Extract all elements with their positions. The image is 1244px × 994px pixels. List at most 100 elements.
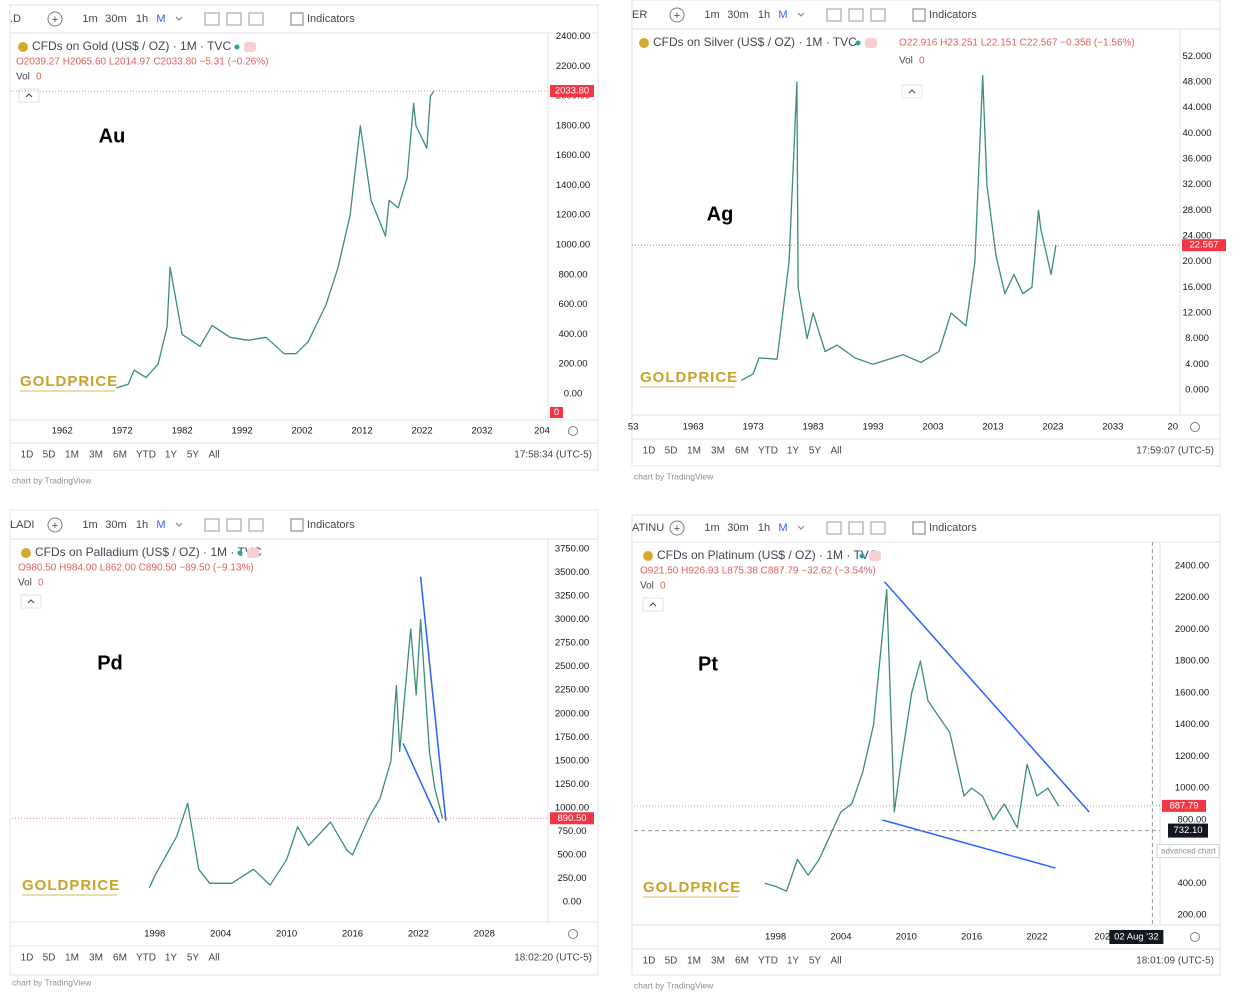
settings-icon[interactable] bbox=[568, 929, 578, 939]
range-button[interactable]: 1D bbox=[21, 953, 34, 964]
collapse-button[interactable] bbox=[642, 597, 664, 612]
range-button[interactable]: All bbox=[208, 450, 219, 461]
collapse-arrow[interactable] bbox=[25, 93, 33, 98]
toolbar-icon[interactable] bbox=[248, 12, 264, 26]
range-button[interactable]: 6M bbox=[113, 450, 127, 461]
footer[interactable]: chart by TradingView bbox=[12, 977, 92, 987]
range-button[interactable]: 1Y bbox=[787, 446, 800, 457]
range-button[interactable]: All bbox=[830, 956, 841, 967]
range-button[interactable]: 1Y bbox=[165, 450, 178, 461]
range-button[interactable]: 1Y bbox=[787, 956, 800, 967]
range-button[interactable]: 1Y bbox=[165, 953, 178, 964]
indicators-icon[interactable] bbox=[912, 8, 926, 22]
toolbar-icon[interactable] bbox=[826, 8, 842, 22]
range-button[interactable]: YTD bbox=[136, 450, 156, 461]
footer[interactable]: chart by TradingView bbox=[634, 980, 714, 990]
interval-button[interactable]: M bbox=[778, 522, 787, 534]
add-symbol[interactable] bbox=[669, 7, 685, 23]
add-symbol[interactable] bbox=[669, 520, 685, 536]
interval-button[interactable]: 30m bbox=[727, 9, 748, 21]
indicators-icon[interactable] bbox=[912, 521, 926, 535]
interval-button[interactable]: 1h bbox=[758, 522, 770, 534]
x-tick-label: 1998 bbox=[765, 932, 786, 943]
range-button[interactable]: All bbox=[830, 446, 841, 457]
interval-button[interactable]: 1m bbox=[704, 9, 719, 21]
toolbar-icon[interactable] bbox=[248, 518, 264, 532]
range-button[interactable]: 1D bbox=[643, 956, 656, 967]
interval-button[interactable]: M bbox=[156, 13, 165, 25]
range-button[interactable]: YTD bbox=[758, 446, 778, 457]
range-button[interactable]: All bbox=[208, 953, 219, 964]
interval-button[interactable]: 1h bbox=[758, 9, 770, 21]
interval-button[interactable]: M bbox=[778, 9, 787, 21]
interval-button[interactable]: 1h bbox=[136, 13, 148, 25]
interval-button[interactable]: 1m bbox=[82, 13, 97, 25]
settings-icon[interactable] bbox=[1190, 932, 1200, 942]
range-button[interactable]: 5Y bbox=[187, 450, 200, 461]
toolbar-icon[interactable] bbox=[848, 521, 864, 535]
collapse-arrow[interactable] bbox=[649, 602, 657, 607]
interval-button[interactable]: 1h bbox=[136, 519, 148, 531]
add-symbol[interactable] bbox=[47, 517, 63, 533]
range-button[interactable]: YTD bbox=[758, 956, 778, 967]
interval-button[interactable]: 30m bbox=[105, 13, 126, 25]
collapse-arrow[interactable] bbox=[908, 89, 916, 94]
range-button[interactable]: 5D bbox=[665, 956, 678, 967]
x-tick-label: 2010 bbox=[276, 929, 297, 940]
y-tick-label: 3000.00 bbox=[555, 614, 589, 625]
dropdown[interactable] bbox=[175, 16, 183, 21]
range-button[interactable]: 5Y bbox=[809, 446, 822, 457]
range-button[interactable]: 5D bbox=[43, 953, 56, 964]
collapse-button[interactable] bbox=[20, 594, 42, 609]
range-button[interactable]: 3M bbox=[711, 956, 725, 967]
indicators[interactable]: Indicators bbox=[307, 519, 355, 531]
toolbar-icon[interactable] bbox=[870, 521, 886, 535]
toolbar-icon[interactable] bbox=[204, 12, 220, 26]
interval-button[interactable]: 30m bbox=[727, 522, 748, 534]
range-button[interactable]: 6M bbox=[735, 446, 749, 457]
range-button[interactable]: 1M bbox=[687, 956, 701, 967]
indicators[interactable]: Indicators bbox=[929, 9, 977, 21]
toolbar-icon[interactable] bbox=[848, 8, 864, 22]
range-button[interactable]: YTD bbox=[136, 953, 156, 964]
indicators[interactable]: Indicators bbox=[307, 13, 355, 25]
collapse-button[interactable] bbox=[18, 88, 40, 103]
toolbar-icon[interactable] bbox=[826, 521, 842, 535]
range-button[interactable]: 1M bbox=[65, 450, 79, 461]
toolbar-icon[interactable] bbox=[226, 518, 242, 532]
range-button[interactable]: 1D bbox=[643, 446, 656, 457]
footer[interactable]: chart by TradingView bbox=[12, 475, 92, 485]
collapse-button[interactable] bbox=[901, 84, 923, 99]
toolbar-icon[interactable] bbox=[226, 12, 242, 26]
range-button[interactable]: 3M bbox=[89, 953, 103, 964]
range-button[interactable]: 5Y bbox=[187, 953, 200, 964]
toolbar-icon[interactable] bbox=[870, 8, 886, 22]
range-button[interactable]: 6M bbox=[113, 953, 127, 964]
indicators-icon[interactable] bbox=[290, 12, 304, 26]
range-button[interactable]: 5D bbox=[43, 450, 56, 461]
range-button[interactable]: 1M bbox=[65, 953, 79, 964]
indicators[interactable]: Indicators bbox=[929, 522, 977, 534]
range-button[interactable]: 5D bbox=[665, 446, 678, 457]
dropdown[interactable] bbox=[175, 522, 183, 527]
range-button[interactable]: 1M bbox=[687, 446, 701, 457]
interval-button[interactable]: 1m bbox=[704, 522, 719, 534]
settings-icon[interactable] bbox=[1190, 422, 1200, 432]
indicators-icon[interactable] bbox=[290, 518, 304, 532]
range-button[interactable]: 5Y bbox=[809, 956, 822, 967]
add-symbol[interactable] bbox=[47, 11, 63, 27]
range-button[interactable]: 6M bbox=[735, 956, 749, 967]
toolbar-icon[interactable] bbox=[204, 518, 220, 532]
chart-title: CFDs on Palladium (US$ / OZ) · 1M · TVC bbox=[35, 545, 262, 559]
range-button[interactable]: 3M bbox=[89, 450, 103, 461]
settings-icon[interactable] bbox=[568, 426, 578, 436]
interval-button[interactable]: M bbox=[156, 519, 165, 531]
range-button[interactable]: 3M bbox=[711, 446, 725, 457]
interval-button[interactable]: 30m bbox=[105, 519, 126, 531]
dropdown[interactable] bbox=[797, 525, 805, 530]
collapse-arrow[interactable] bbox=[27, 599, 35, 604]
range-button[interactable]: 1D bbox=[21, 450, 34, 461]
interval-button[interactable]: 1m bbox=[82, 519, 97, 531]
dropdown[interactable] bbox=[797, 12, 805, 17]
footer[interactable]: chart by TradingView bbox=[634, 471, 714, 481]
